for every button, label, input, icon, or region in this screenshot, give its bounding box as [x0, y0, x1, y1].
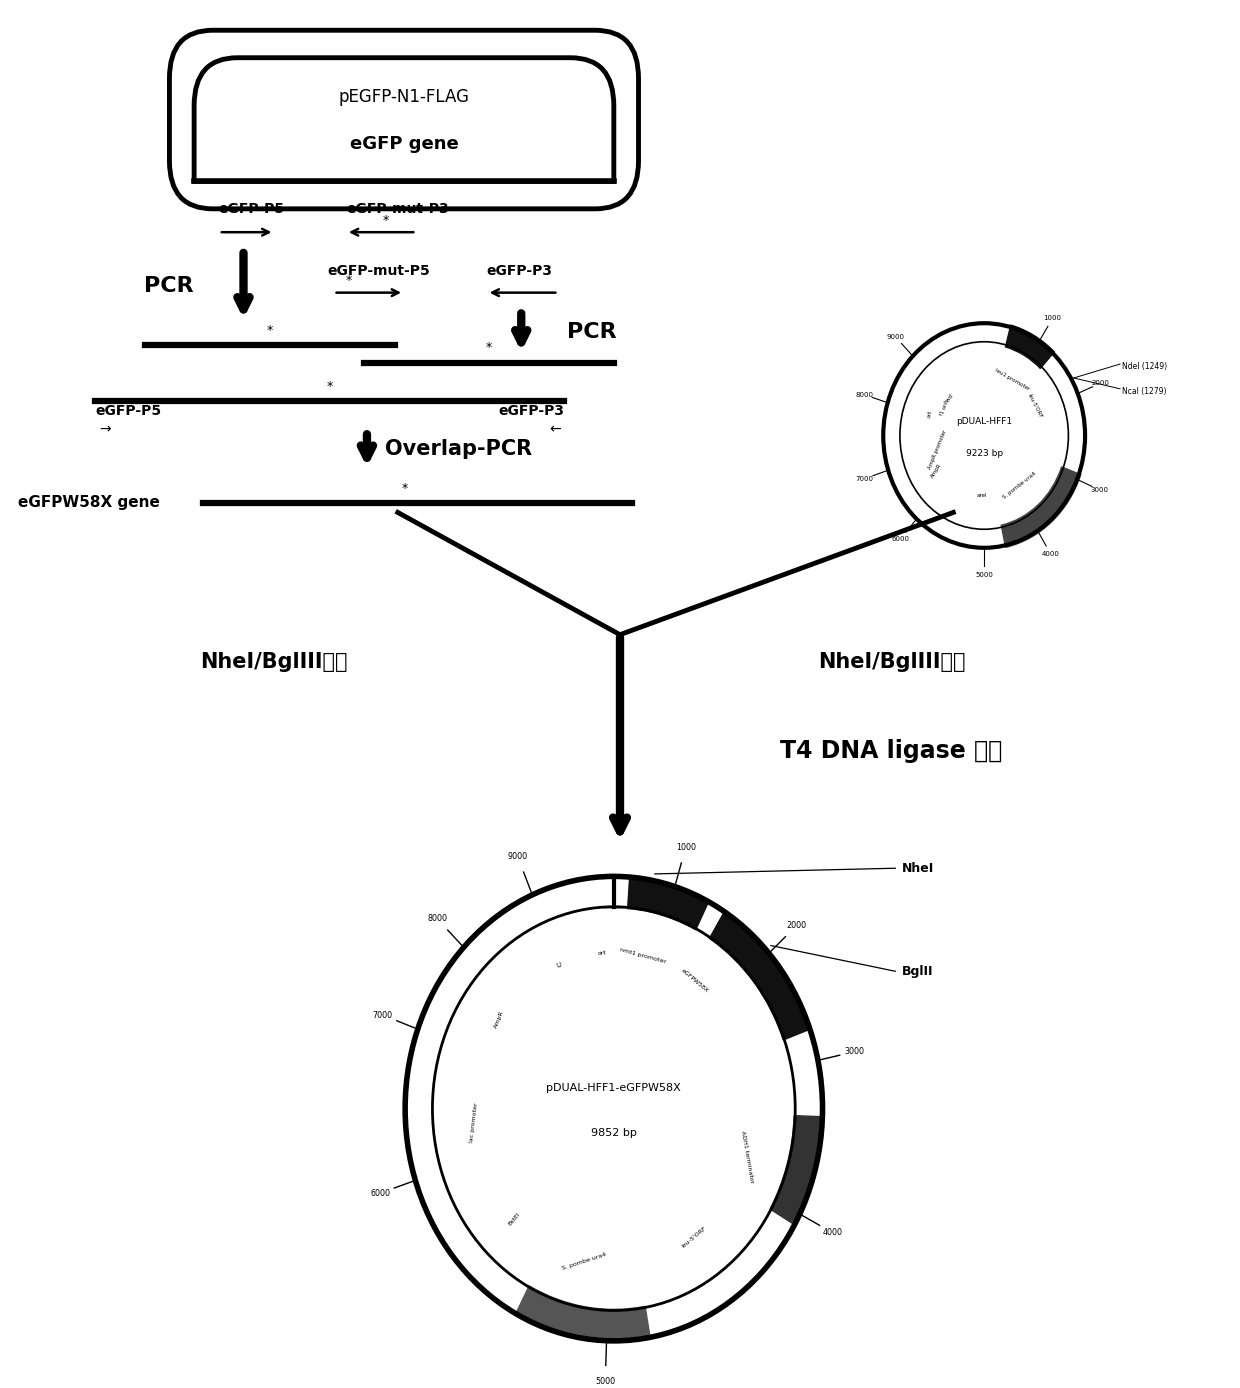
Text: NheI/BglIII酶切: NheI/BglIII酶切	[201, 652, 348, 672]
Text: 7000: 7000	[856, 476, 874, 482]
Text: lac promoter: lac promoter	[469, 1102, 479, 1142]
Text: eGFPW58X gene: eGFPW58X gene	[17, 496, 160, 511]
Text: →: →	[99, 423, 110, 437]
Text: *: *	[267, 323, 273, 337]
Text: *: *	[402, 482, 408, 494]
Text: pEGFP-N1-FLAG: pEGFP-N1-FLAG	[339, 89, 470, 107]
Text: eGFPW58X: eGFPW58X	[680, 967, 709, 994]
Text: 8000: 8000	[856, 391, 873, 397]
Text: BstEI: BstEI	[507, 1212, 522, 1227]
FancyBboxPatch shape	[170, 31, 639, 208]
Wedge shape	[884, 454, 939, 532]
Wedge shape	[443, 1224, 516, 1305]
Text: Overlap-PCR: Overlap-PCR	[386, 439, 533, 459]
Text: pDUAL-HFF1: pDUAL-HFF1	[956, 418, 1012, 426]
Text: 3000: 3000	[844, 1048, 864, 1056]
Wedge shape	[1001, 466, 1081, 547]
Wedge shape	[672, 1224, 786, 1330]
Text: 2000: 2000	[786, 922, 806, 930]
Text: *: *	[327, 380, 334, 393]
Wedge shape	[1045, 359, 1085, 419]
Text: 9000: 9000	[507, 852, 528, 862]
Text: hwd: hwd	[944, 393, 955, 405]
Text: PCR: PCR	[145, 276, 195, 296]
Text: AmpR promoter: AmpR promoter	[928, 429, 947, 469]
Text: 5000: 5000	[975, 572, 993, 579]
Wedge shape	[404, 1048, 455, 1219]
Text: NheI: NheI	[901, 862, 934, 874]
Text: 4000: 4000	[823, 1228, 843, 1237]
Text: pDUAL-HFF1-eGFPW58X: pDUAL-HFF1-eGFPW58X	[547, 1083, 681, 1092]
Text: 3000: 3000	[1091, 487, 1109, 493]
Wedge shape	[508, 886, 560, 934]
Text: S. pombe ura4: S. pombe ura4	[1002, 472, 1037, 500]
Text: 6000: 6000	[370, 1188, 391, 1198]
Text: leu1 promoter: leu1 promoter	[993, 368, 1030, 391]
Text: *: *	[382, 214, 388, 226]
Text: U: U	[556, 960, 563, 969]
Text: *: *	[345, 275, 352, 287]
Text: 4000: 4000	[1042, 551, 1060, 557]
Wedge shape	[1006, 325, 1054, 368]
Text: nmt1 promoter: nmt1 promoter	[619, 947, 667, 965]
Text: BglII: BglII	[901, 965, 932, 977]
Text: NheI/BglIII酶切: NheI/BglIII酶切	[818, 652, 965, 672]
Text: eGFP-mut-P5: eGFP-mut-P5	[327, 264, 430, 278]
Wedge shape	[417, 922, 505, 1040]
Text: 1000: 1000	[1044, 315, 1061, 321]
Text: eGFP-P5: eGFP-P5	[218, 201, 285, 215]
Text: eGFP-mut-P3: eGFP-mut-P3	[346, 201, 449, 215]
Text: leu-5'ORF: leu-5'ORF	[1027, 394, 1044, 419]
Text: eGFP-P3: eGFP-P3	[486, 264, 553, 278]
Text: 5000: 5000	[595, 1377, 615, 1387]
Text: S. pombe ura4: S. pombe ura4	[562, 1252, 608, 1271]
Wedge shape	[516, 1285, 650, 1342]
Text: *: *	[486, 341, 492, 354]
Text: 1000: 1000	[676, 843, 696, 852]
Text: AmpR: AmpR	[930, 462, 942, 479]
Text: 9223 bp: 9223 bp	[966, 448, 1003, 458]
Text: ADH1 terminator: ADH1 terminator	[740, 1130, 754, 1184]
Text: 9852 bp: 9852 bp	[591, 1128, 637, 1138]
Wedge shape	[559, 876, 629, 915]
Wedge shape	[603, 876, 709, 930]
Text: PCR: PCR	[567, 322, 616, 343]
Wedge shape	[770, 1116, 823, 1226]
Text: eGFP-P3: eGFP-P3	[498, 404, 564, 418]
Text: 6000: 6000	[892, 536, 909, 543]
Wedge shape	[882, 373, 915, 425]
Text: ort: ort	[928, 409, 934, 418]
Text: NcaI (1279): NcaI (1279)	[1122, 387, 1167, 396]
Text: 8000: 8000	[427, 915, 448, 923]
Text: 7000: 7000	[373, 1010, 393, 1020]
Text: NdeI (1249): NdeI (1249)	[1122, 362, 1168, 372]
Text: ←: ←	[549, 423, 560, 437]
Text: 9000: 9000	[887, 333, 904, 340]
Text: T4 DNA ligase 连接: T4 DNA ligase 连接	[780, 740, 1003, 763]
Text: f1 ori: f1 ori	[940, 401, 950, 416]
Text: ort: ort	[596, 949, 606, 956]
Text: areI: areI	[977, 493, 987, 498]
Text: eGFP gene: eGFP gene	[350, 135, 459, 153]
PathPatch shape	[195, 58, 614, 182]
Text: leu-5'ORF: leu-5'ORF	[681, 1226, 708, 1248]
Text: 2000: 2000	[1091, 380, 1110, 386]
Text: eGFP-P5: eGFP-P5	[95, 404, 161, 418]
Wedge shape	[709, 911, 811, 1040]
Text: AmpR: AmpR	[494, 1009, 505, 1029]
